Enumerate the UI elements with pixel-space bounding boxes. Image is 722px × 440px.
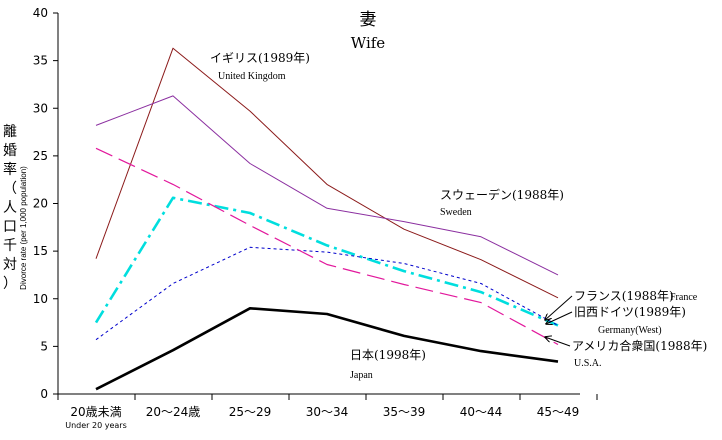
x-tick-label: 45～49 [537,405,580,419]
y-tick-label: 15 [33,244,48,258]
y-tick-label: 40 [33,6,48,20]
y-axis-label-char: 対 [3,257,17,273]
y-tick-label: 5 [40,339,48,353]
y-axis-label-char: 人 [3,200,17,216]
chart-title: 妻 [360,10,377,30]
series-lines [94,47,559,391]
y-tick-label: 25 [33,149,48,163]
series-line-4 [95,147,559,346]
y-tick-label: 35 [33,54,48,68]
label-sweden-en: Sweden [440,207,472,218]
arrow-usa [545,337,571,347]
x-tick-label: 35～39 [383,405,426,419]
label-sweden: スウェーデン(1988年) [440,187,564,202]
series-labels: イギリス(1989年) United Kingdom スウェーデン(1988年)… [210,51,707,381]
label-japan: 日本(1998年) [350,348,426,362]
y-axis-label-char: （ [3,181,17,197]
label-arrows [545,295,573,347]
y-axis-label-char: 口 [3,219,17,235]
x-tick-sublabel: Under 20 years [65,421,127,430]
x-tick-label: 20～24歳 [146,405,201,419]
arrow-france [545,295,573,320]
x-tick-label: 30～34 [306,405,349,419]
y-axis-label-char: ） [3,276,17,292]
y-axis-label-english: Divorce rate (per 1,000 population) [19,166,28,290]
x-axis-ticks: 20歳未満 Under 20 years 20～24歳 25～29 30～34 35～39… [57,394,598,430]
label-france-en: France [670,292,698,303]
y-tick-label: 0 [40,387,48,401]
label-germany-en: Germany(West) [598,325,662,336]
label-japan-en: Japan [350,370,373,381]
x-tick-label: 40～44 [460,405,503,419]
arrow-germany [546,311,573,324]
y-tick-label: 20 [33,197,48,211]
series-line-3 [95,246,559,341]
y-axis-label-char: 千 [3,238,17,254]
x-tick-label: 25～29 [229,405,272,419]
chart-subtitle: Wife [351,34,386,52]
series-line-1 [95,95,559,276]
label-uk: イギリス(1989年) [210,51,310,65]
y-axis-label-char: 離 [3,123,17,140]
label-uk-en: United Kingdom [218,71,286,82]
series-line-5 [95,306,559,391]
series-line-0 [95,47,559,299]
x-tick-label: 20歳未満 [70,405,121,419]
y-tick-label: 10 [33,292,48,306]
y-tick-label: 30 [33,101,48,115]
label-germany: 旧西ドイツ(1989年) [574,305,686,319]
label-usa: アメリカ合衆国(1988年) [572,338,707,353]
label-france: フランス(1988年) [574,289,674,303]
y-axis-label-char: 婚 [3,143,17,159]
series-line-2 [94,196,559,327]
y-axis-ticks: 0 5 10 15 20 25 30 35 40 [33,6,58,401]
y-axis-label-char: 率 [3,161,17,178]
label-usa-en: U.S.A. [574,358,602,369]
